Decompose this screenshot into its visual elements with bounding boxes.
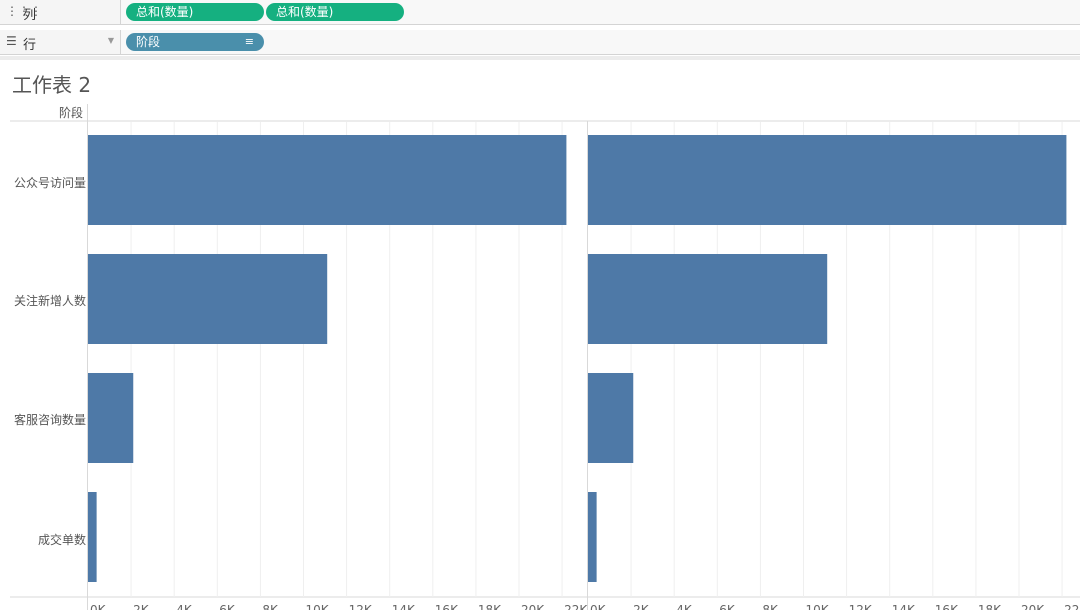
- rows-icon: ☰: [6, 34, 17, 48]
- x-tick-label: 8K: [262, 603, 279, 610]
- x-tick-label: 18K: [978, 603, 1002, 610]
- x-tick-label: 20K: [521, 603, 545, 610]
- x-tick-label: 8K: [762, 603, 779, 610]
- chart-pane-2: 0K 2K 4K 6K 8K 10K 12K 14K 16K 18K 20K 22K: [588, 122, 1080, 610]
- row-header-stage: 阶段: [59, 106, 84, 120]
- sort-descending-icon[interactable]: ≡: [244, 35, 254, 48]
- category-label: 成交单数: [38, 533, 87, 547]
- x-tick-label: 0K: [90, 603, 107, 610]
- rows-pill-stage[interactable]: 阶段 ≡: [126, 33, 264, 51]
- bar: [588, 492, 597, 582]
- rows-shelf-label-area: ☰ 行 ▼: [0, 30, 121, 54]
- x-tick-label: 6K: [719, 603, 736, 610]
- x-tick-label: 4K: [176, 603, 193, 610]
- x-tick-label: 10K: [806, 603, 830, 610]
- category-label: 关注新增人数: [14, 294, 87, 308]
- x-tick-label: 2K: [133, 603, 150, 610]
- category-label: 公众号访问量: [14, 176, 87, 190]
- chart-pane-1: 0K 2K 4K 6K 8K 10K 12K 14K 16K 18K 20K 22K: [88, 122, 588, 610]
- rows-shelf: ☰ 行 ▼ 阶段 ≡: [0, 30, 1080, 55]
- columns-shelf: ⋮⋮⋮ 列 总和(数量) 总和(数量): [0, 0, 1080, 25]
- pill-label: 总和(数量): [276, 5, 334, 19]
- x-tick-label: 12K: [849, 603, 873, 610]
- bar: [588, 373, 634, 463]
- bar: [88, 254, 328, 344]
- columns-icon: ⋮⋮⋮: [6, 4, 42, 18]
- bar: [88, 373, 134, 463]
- x-tick-label: 14K: [392, 603, 416, 610]
- x-tick-label: 20K: [1021, 603, 1045, 610]
- bar: [88, 135, 567, 225]
- x-tick-label: 0K: [590, 603, 607, 610]
- x-tick-label: 12K: [349, 603, 373, 610]
- x-tick-label: 6K: [219, 603, 236, 610]
- x-tick-label: 14K: [892, 603, 916, 610]
- columns-shelf-label: 列: [23, 8, 37, 23]
- pill-label: 阶段: [136, 35, 161, 49]
- bar: [88, 492, 97, 582]
- divider: [0, 56, 1080, 60]
- columns-shelf-label-area: ⋮⋮⋮ 列: [0, 0, 121, 24]
- category-label: 客服咨询数量: [14, 413, 87, 427]
- x-tick-label: 22K: [564, 603, 588, 610]
- columns-pill-sum-quantity-2[interactable]: 总和(数量): [266, 3, 404, 21]
- x-tick-label: 2K: [633, 603, 650, 610]
- pill-label: 总和(数量): [136, 5, 194, 19]
- sheet-title: 工作表 2: [12, 73, 92, 97]
- x-tick-label: 16K: [435, 603, 459, 610]
- bar: [588, 254, 828, 344]
- x-tick-label: 18K: [478, 603, 502, 610]
- bar: [588, 135, 1067, 225]
- x-tick-label: 4K: [676, 603, 693, 610]
- chevron-down-icon[interactable]: ▼: [107, 36, 114, 45]
- rows-shelf-label: 行: [23, 38, 37, 53]
- columns-pill-sum-quantity-1[interactable]: 总和(数量): [126, 3, 264, 21]
- x-tick-label: 16K: [935, 603, 959, 610]
- x-tick-label: 10K: [306, 603, 330, 610]
- x-tick-label: 22K: [1064, 603, 1080, 610]
